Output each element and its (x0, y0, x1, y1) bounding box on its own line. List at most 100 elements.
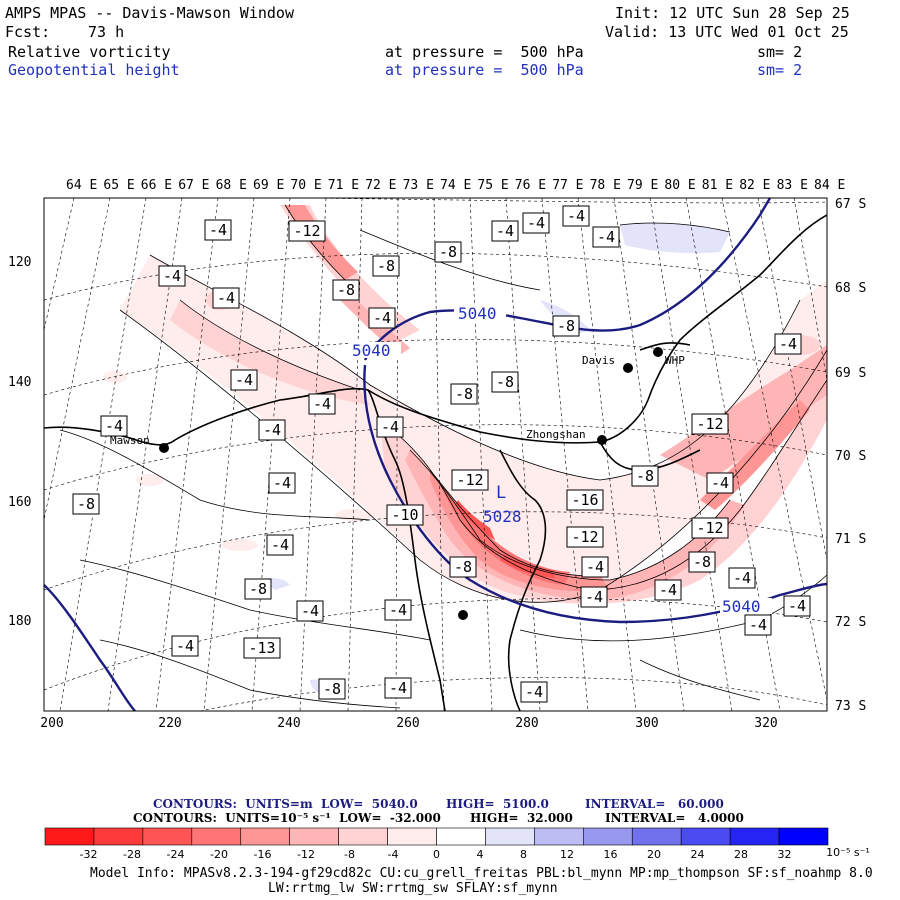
vorticity-label: -8 (631, 465, 659, 487)
colorbar-segment (534, 827, 584, 846)
vorticity-label: -12 (288, 220, 326, 242)
x-axis-label: 220 (158, 716, 181, 731)
colorbar-tick: -12 (297, 848, 315, 861)
vorticity-label-text: -4 (788, 597, 806, 615)
height-contours (44, 198, 827, 711)
vorticity-label: -12 (566, 526, 604, 548)
height-label: 5040 (722, 597, 761, 616)
vorticity-label: -12 (451, 469, 489, 491)
x-axis-label: 280 (515, 716, 538, 731)
field2-level: at pressure = 500 hPa (385, 61, 584, 79)
vorticity-label-text: -16 (571, 491, 598, 509)
longitude-label: 64 E (66, 178, 97, 193)
height-contour-label-1: 5040 (454, 304, 506, 323)
vorticity-label: -8 (434, 241, 462, 263)
vorticity-label: -4 (562, 205, 590, 227)
colorbar-tick: -8 (344, 848, 355, 861)
longitude-label: 71 E (328, 178, 359, 193)
vorticity-label: -4 (368, 307, 396, 329)
vorticity-label-text: -4 (217, 289, 235, 307)
vorticity-label: -8 (72, 493, 100, 515)
colorbar-tick: -20 (210, 848, 228, 861)
colorbar-tick: 16 (604, 848, 618, 861)
vorticity-label: -4 (230, 369, 258, 391)
vorticity-label: -4 (522, 212, 550, 234)
vorticity-label-text: -4 (381, 418, 399, 436)
vorticity-label: -8 (449, 556, 477, 578)
colorbar-segment (485, 827, 535, 846)
x-axis-label: 200 (40, 716, 63, 731)
vorticity-label-text: -12 (696, 519, 723, 537)
vorticity-label-text: -8 (693, 553, 711, 571)
colorbar-segment (142, 827, 193, 846)
vorticity-label: -4 (520, 681, 548, 703)
height-contour-label-2: 5040 (349, 341, 401, 360)
latitude-label: 67 S (835, 197, 866, 212)
vorticity-label-text: -4 (389, 601, 407, 619)
vorticity-label: -4 (384, 599, 412, 621)
vorticity-label: -4 (728, 567, 756, 589)
colorbar-tick: 20 (647, 848, 661, 861)
longitude-label: 68 E (216, 178, 247, 193)
vorticity-label-text: -4 (586, 558, 604, 576)
longitude-label: 73 E (403, 178, 434, 193)
colorbar-tick: -32 (80, 848, 98, 861)
vorticity-label: -4 (706, 472, 734, 494)
vorticity-label-text: -4 (176, 637, 194, 655)
height-contour-label-3: 5040 (720, 597, 772, 616)
vorticity-label-text: -12 (696, 415, 723, 433)
vorticity-label-text: -4 (313, 395, 331, 413)
colorbar-segment (387, 827, 437, 846)
vorticity-label-text: -13 (248, 639, 275, 657)
longitude-label: 79 E (627, 178, 658, 193)
x-axis-label: 240 (277, 716, 300, 731)
vorticity-label-text: -4 (271, 536, 289, 554)
vorticity-label: -4 (258, 419, 286, 441)
vorticity-label: -4 (774, 333, 802, 355)
colorbar-tick: -24 (167, 848, 185, 861)
contours-height-label: CONTOURS: UNITS=m LOW= 5040.0 (153, 797, 418, 811)
model-info: Model Info: MPASv8.2.3-194-gf29cd82c CU:… (90, 866, 873, 881)
vorticity-label-text: -4 (597, 228, 615, 246)
contours-vort-high: HIGH= 32.000 (470, 811, 573, 825)
colorbar-tick: 24 (691, 848, 705, 861)
colorbar-tick: 8 (520, 848, 527, 861)
whp-station-dot (653, 347, 663, 357)
vorticity-label-text: -8 (557, 317, 575, 335)
vorticity-label-text: -8 (77, 495, 95, 513)
forecast-label: Fcst: (5, 23, 51, 41)
vorticity-label: -12 (691, 413, 729, 435)
vorticity-label-text: -8 (377, 257, 395, 275)
vorticity-label-text: -8 (439, 243, 457, 261)
vorticity-label-text: -4 (711, 474, 729, 492)
vorticity-label: -12 (691, 517, 729, 539)
valid-time: Valid: 13 UTC Wed 01 Oct 25 (605, 23, 849, 41)
axis-labels: 64 E 65 E 66 E 67 E 68 E 69 E 70 E 71 E 72 E 73 E… (8, 178, 866, 731)
colorbar-segment (729, 827, 780, 846)
vorticity-label: -4 (491, 220, 519, 242)
longitude-label: 69 E (253, 178, 284, 193)
vorticity-label-text: -4 (235, 371, 253, 389)
longitude-label: 72 E (365, 178, 396, 193)
vorticity-label: -4 (654, 579, 682, 601)
map-title: AMPS MPAS -- Davis-Mawson Window (5, 4, 294, 22)
vorticity-label-text: -8 (496, 373, 514, 391)
longitude-label: 74 E (440, 178, 471, 193)
x-axis-label: 260 (396, 716, 419, 731)
vorticity-label: -4 (158, 265, 186, 287)
vorticity-label: -8 (552, 315, 580, 337)
longitude-label: 84 E (814, 178, 845, 193)
x-axis-label: 320 (754, 716, 777, 731)
colorbar-tick: -4 (388, 848, 399, 861)
davis-label: Davis (582, 354, 615, 367)
vorticity-label-text: -8 (455, 385, 473, 403)
longitude-label: 75 E (477, 178, 508, 193)
longitude-label: 80 E (664, 178, 695, 193)
y-axis-label: 140 (8, 375, 31, 390)
colorbar-tick: 28 (734, 848, 748, 861)
field1-name: Relative vorticity (8, 43, 171, 61)
longitude-label: 78 E (590, 178, 621, 193)
contours-vort-interval: INTERVAL= 4.0000 (605, 811, 744, 825)
zhongshan-station-dot (597, 435, 607, 445)
